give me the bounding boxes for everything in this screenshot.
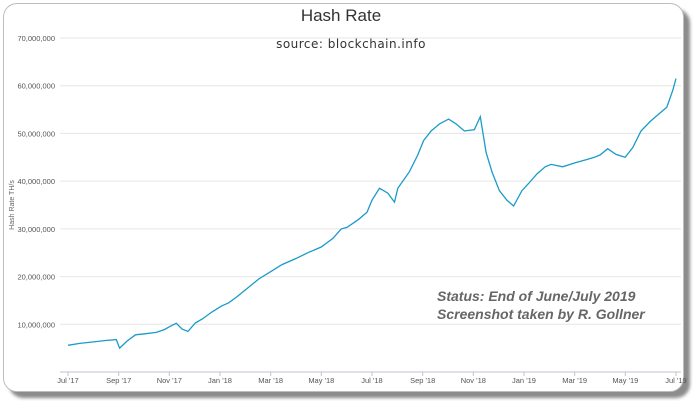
x-tick-label: Mar '19 bbox=[562, 376, 587, 385]
hash-rate-series-line bbox=[67, 78, 677, 350]
y-tick-label: 40,000,000 bbox=[17, 177, 55, 186]
y-tick-label: 60,000,000 bbox=[17, 82, 55, 91]
status-annotation: Status: End of June/July 2019 bbox=[437, 288, 636, 304]
y-tick-label: 20,000,000 bbox=[17, 273, 55, 282]
x-tick-label: May '18 bbox=[308, 376, 334, 385]
chart-frame bbox=[3, 3, 684, 392]
x-tick-label: Mar '18 bbox=[258, 376, 283, 385]
x-tick-label: Jul '18 bbox=[361, 376, 382, 385]
x-tick-label: Nov '18 bbox=[461, 376, 486, 385]
grid-lines bbox=[60, 37, 681, 373]
y-tick-label: 10,000,000 bbox=[17, 320, 55, 329]
y-axis-ticks: 10,000,000 20,000,000 30,000,000 40,000,000… bbox=[17, 34, 55, 329]
chart-subtitle: source: blockchain.info bbox=[276, 37, 426, 51]
x-tick-label: Nov '17 bbox=[157, 376, 182, 385]
y-tick-label: 70,000,000 bbox=[17, 34, 55, 43]
x-tick-label: May '19 bbox=[612, 376, 638, 385]
screenshot-credit-annotation: Screenshot taken by R. Gollner bbox=[437, 306, 646, 322]
x-tick-label: Jul '19 bbox=[665, 376, 686, 385]
chart-title: Hash Rate bbox=[301, 6, 381, 25]
x-tick-label: Sep '17 bbox=[106, 376, 131, 385]
x-axis-ticks: Jul '17 Sep '17 Nov '17 Jan '18 Mar '18 May '… bbox=[57, 372, 687, 385]
x-tick-label: Sep '18 bbox=[410, 376, 435, 385]
x-tick-label: Jul '17 bbox=[57, 376, 78, 385]
y-tick-label: 50,000,000 bbox=[17, 129, 55, 138]
x-tick-label: Jan '19 bbox=[512, 376, 536, 385]
y-axis-label: Hash Rate TH/s bbox=[9, 180, 16, 230]
y-tick-label: 30,000,000 bbox=[17, 225, 55, 234]
x-tick-label: Jan '18 bbox=[208, 376, 232, 385]
